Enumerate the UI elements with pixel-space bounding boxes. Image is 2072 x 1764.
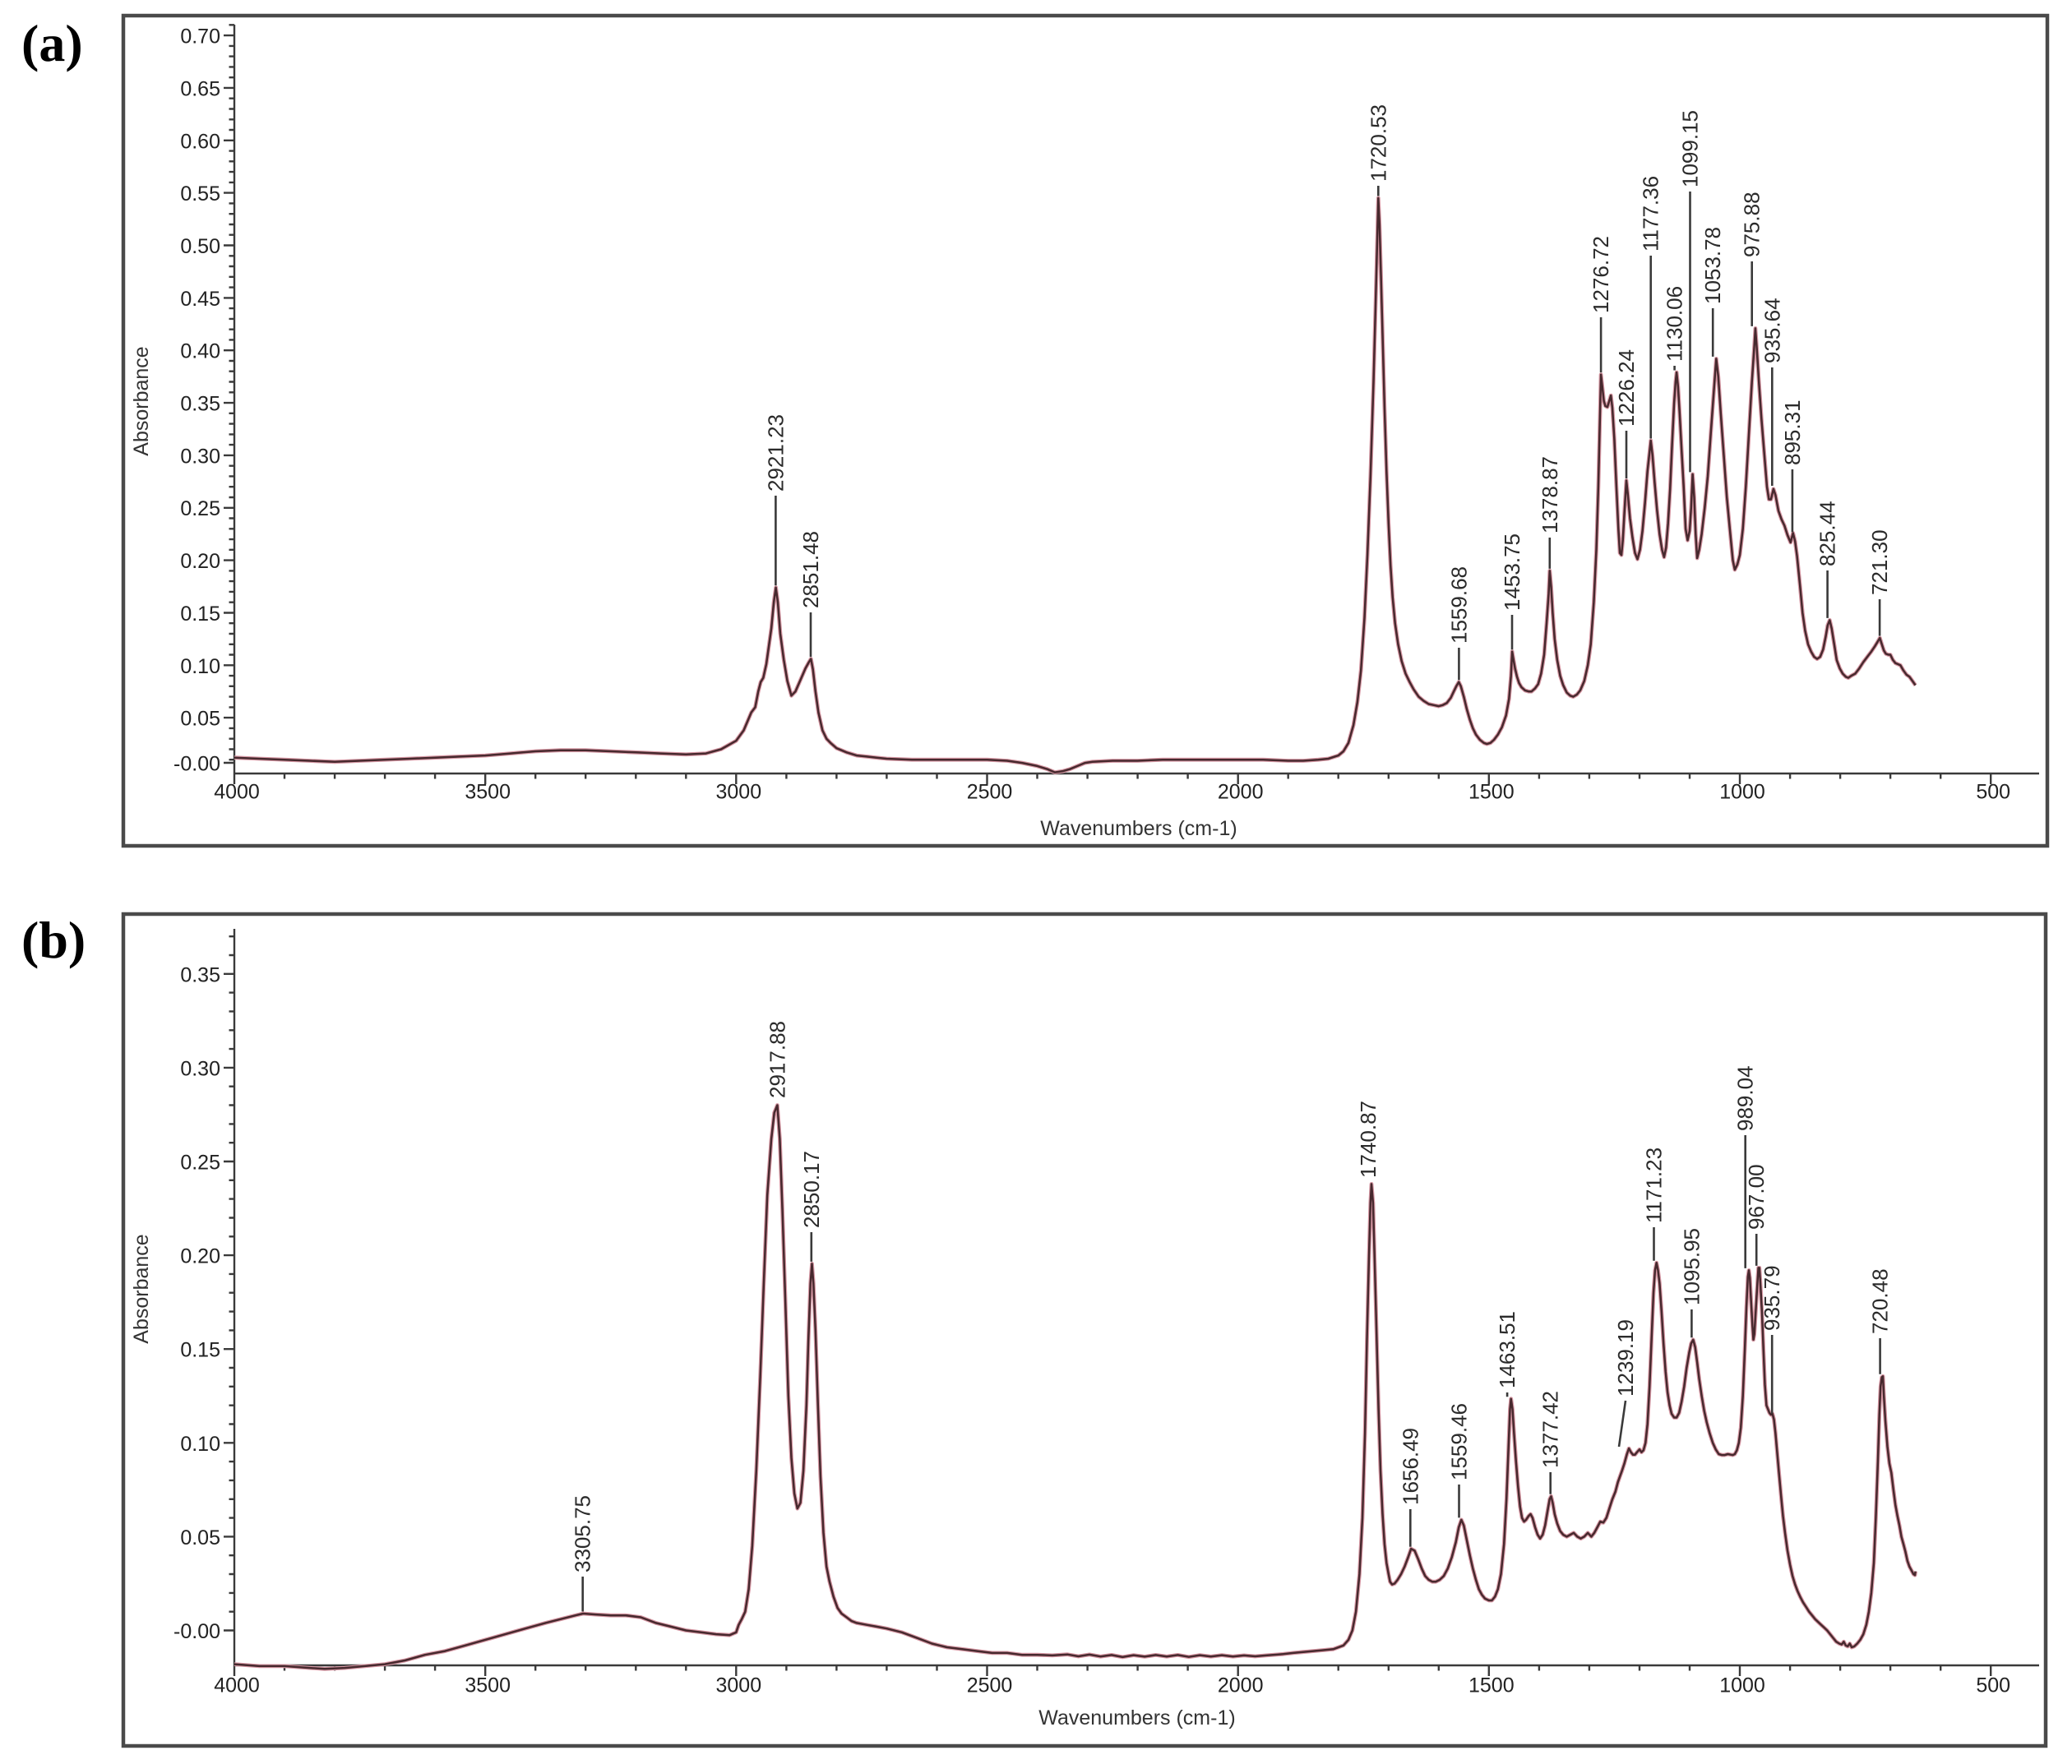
- svg-text:0.10: 0.10: [180, 1433, 220, 1456]
- svg-text:0.40: 0.40: [180, 340, 220, 363]
- svg-text:1177.36: 1177.36: [1639, 176, 1663, 252]
- svg-text:1463.51: 1463.51: [1495, 1311, 1519, 1388]
- svg-text:0.25: 0.25: [180, 497, 220, 520]
- svg-text:-0.00: -0.00: [173, 1620, 220, 1643]
- svg-text:0.50: 0.50: [180, 235, 220, 258]
- svg-text:2500: 2500: [967, 781, 1013, 804]
- svg-text:2000: 2000: [1218, 781, 1264, 804]
- svg-text:0.70: 0.70: [180, 25, 220, 48]
- svg-text:1378.87: 1378.87: [1538, 456, 1562, 533]
- svg-text:2000: 2000: [1218, 1674, 1264, 1697]
- svg-text:(b): (b): [21, 911, 86, 969]
- svg-text:Absorbance: Absorbance: [130, 346, 153, 455]
- svg-text:975.88: 975.88: [1740, 192, 1764, 257]
- svg-text:1239.19: 1239.19: [1613, 1319, 1638, 1397]
- svg-text:0.15: 0.15: [180, 603, 220, 626]
- svg-text:0.65: 0.65: [180, 77, 220, 100]
- svg-text:1130.06: 1130.06: [1663, 286, 1687, 362]
- svg-text:0.45: 0.45: [180, 288, 220, 311]
- svg-text:0.25: 0.25: [180, 1152, 220, 1175]
- svg-text:1559.46: 1559.46: [1447, 1403, 1472, 1480]
- svg-text:3000: 3000: [715, 1674, 761, 1697]
- svg-text:1720.53: 1720.53: [1366, 104, 1390, 182]
- svg-text:2850.17: 2850.17: [799, 1151, 824, 1228]
- svg-text:0.35: 0.35: [180, 393, 220, 416]
- svg-text:3500: 3500: [465, 1674, 511, 1697]
- svg-text:1053.78: 1053.78: [1700, 227, 1725, 304]
- svg-text:721.30: 721.30: [1867, 529, 1892, 595]
- svg-text:500: 500: [1976, 781, 2010, 804]
- svg-text:2500: 2500: [967, 1674, 1013, 1697]
- svg-text:1171.23: 1171.23: [1642, 1148, 1667, 1223]
- svg-text:967.00: 967.00: [1744, 1164, 1769, 1230]
- svg-text:0.10: 0.10: [180, 655, 220, 678]
- svg-text:935.64: 935.64: [1760, 298, 1784, 363]
- svg-text:Wavenumbers (cm-1): Wavenumbers (cm-1): [1040, 817, 1237, 840]
- svg-text:1453.75: 1453.75: [1500, 533, 1524, 611]
- svg-text:3305.75: 3305.75: [571, 1495, 595, 1572]
- svg-text:0.30: 0.30: [180, 1057, 220, 1080]
- svg-text:4000: 4000: [214, 781, 260, 804]
- svg-text:4000: 4000: [214, 1674, 260, 1697]
- svg-text:0.20: 0.20: [180, 550, 220, 573]
- svg-text:1095.95: 1095.95: [1679, 1228, 1704, 1305]
- svg-text:-0.00: -0.00: [173, 753, 220, 776]
- svg-text:1740.87: 1740.87: [1356, 1101, 1381, 1178]
- svg-text:2917.88: 2917.88: [765, 1021, 789, 1098]
- svg-text:1377.42: 1377.42: [1538, 1391, 1563, 1468]
- svg-text:935.79: 935.79: [1760, 1265, 1784, 1331]
- svg-text:1000: 1000: [1719, 781, 1765, 804]
- svg-text:3000: 3000: [715, 781, 761, 804]
- svg-text:1559.68: 1559.68: [1446, 566, 1471, 644]
- svg-text:2851.48: 2851.48: [798, 531, 823, 608]
- svg-text:1000: 1000: [1719, 1674, 1765, 1697]
- svg-text:895.31: 895.31: [1780, 399, 1805, 465]
- svg-text:Absorbance: Absorbance: [130, 1234, 153, 1343]
- svg-text:2921.23: 2921.23: [763, 414, 788, 492]
- svg-text:0.30: 0.30: [180, 445, 220, 468]
- svg-text:989.04: 989.04: [1733, 1065, 1758, 1131]
- svg-text:(a): (a): [21, 14, 83, 72]
- svg-text:0.05: 0.05: [180, 708, 220, 731]
- svg-text:1226.24: 1226.24: [1614, 349, 1639, 427]
- svg-text:1099.15: 1099.15: [1678, 110, 1703, 187]
- svg-text:0.20: 0.20: [180, 1245, 220, 1268]
- svg-text:825.44: 825.44: [1815, 501, 1840, 566]
- svg-text:Wavenumbers (cm-1): Wavenumbers (cm-1): [1038, 1706, 1235, 1729]
- svg-text:1500: 1500: [1468, 781, 1515, 804]
- svg-text:0.55: 0.55: [180, 182, 220, 205]
- svg-text:1500: 1500: [1468, 1674, 1515, 1697]
- svg-text:1656.49: 1656.49: [1398, 1428, 1422, 1505]
- svg-text:1276.72: 1276.72: [1589, 236, 1613, 313]
- svg-text:0.15: 0.15: [180, 1339, 220, 1362]
- svg-text:0.60: 0.60: [180, 130, 220, 153]
- svg-text:0.35: 0.35: [180, 963, 220, 986]
- svg-text:500: 500: [1976, 1674, 2010, 1697]
- svg-text:0.05: 0.05: [180, 1526, 220, 1549]
- svg-text:3500: 3500: [465, 781, 511, 804]
- svg-text:720.48: 720.48: [1868, 1268, 1893, 1334]
